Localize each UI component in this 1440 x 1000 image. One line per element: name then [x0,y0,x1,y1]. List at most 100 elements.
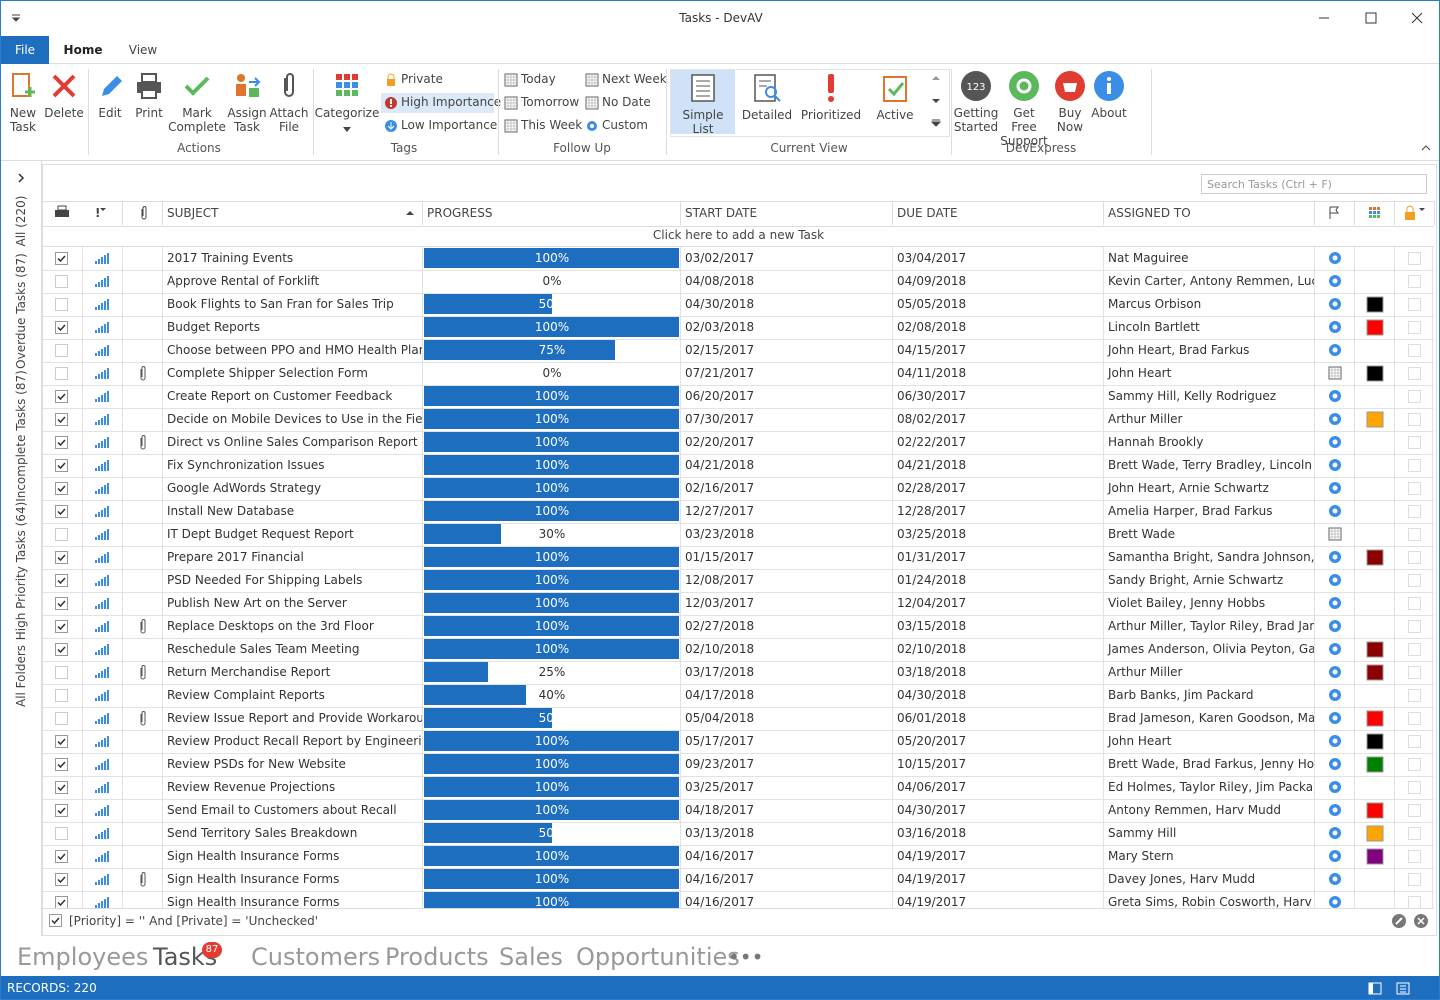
due-date: 04/19/2017 [893,845,1104,868]
progress-label: 100% [423,569,681,592]
filter-buttons[interactable] [1391,913,1431,929]
task-row[interactable]: Sign Health Insurance Forms100%04/16/201… [43,845,1434,869]
priority-icon [83,592,123,615]
status-icon [1315,477,1355,500]
attachment-icon [123,270,163,293]
subject: Fix Synchronization Issues [163,454,423,477]
done-checkbox [43,569,83,592]
module-tab[interactable]: Sales [499,943,563,971]
ribbon-tab[interactable]: View [116,36,170,64]
progress-label: 100% [423,247,681,270]
assigned-to: Violet Bailey, Jenny Hobbs [1104,592,1315,615]
status-icon [1315,339,1355,362]
attachment-icon [123,799,163,822]
due-date: 04/21/2018 [893,454,1104,477]
task-row[interactable]: Sign Health Insurance Forms100%04/16/201… [43,891,1434,908]
task-row[interactable]: Review Complaint Reports40%04/17/201804/… [43,684,1434,708]
progress-label: 100% [423,845,681,868]
progress-label: 100% [423,385,681,408]
due-date: 03/16/2018 [893,822,1104,845]
subject: 2017 Training Events [163,247,423,270]
task-row[interactable]: Review Revenue Projections100%03/25/2017… [43,776,1434,800]
due-date: 03/04/2017 [893,247,1104,270]
task-row[interactable]: Review PSDs for New Website100%09/23/201… [43,753,1434,777]
private-checkbox [1395,638,1433,661]
task-row[interactable]: Replace Desktops on the 3rd Floor100%02/… [43,615,1434,639]
task-row[interactable]: Return Merchandise Report25%03/17/201803… [43,661,1434,685]
task-row[interactable]: Direct vs Online Sales Comparison Report… [43,431,1434,455]
task-row[interactable]: Review Issue Report and Provide Workarou… [43,707,1434,731]
module-tab[interactable]: Products [385,943,489,971]
ribbon-tab[interactable]: File [1,36,49,64]
task-row[interactable]: Reschedule Sales Team Meeting100%02/10/2… [43,638,1434,662]
assigned-to: Sammy Hill [1104,822,1315,845]
task-row[interactable]: Review Product Recall Report by Engineer… [43,730,1434,754]
attachment-icon [123,845,163,868]
attachment-icon [123,500,163,523]
status-icon [1315,822,1355,845]
module-tab[interactable]: Opportunities [576,943,740,971]
filter-text[interactable]: [Priority] = '' And [Private] = 'Uncheck… [69,914,318,928]
done-checkbox [43,753,83,776]
start-date: 12/27/2017 [681,500,893,523]
task-row[interactable]: Decide on Mobile Devices to Use in the F… [43,408,1434,432]
due-date: 12/04/2017 [893,592,1104,615]
more-modules[interactable]: ••• [728,945,763,969]
start-date: 04/30/2018 [681,293,893,316]
subject: Review Issue Report and Provide Workarou… [163,707,423,730]
priority-icon [83,362,123,385]
done-checkbox [43,822,83,845]
start-date: 03/23/2018 [681,523,893,546]
task-row[interactable]: IT Dept Budget Request Report30%03/23/20… [43,523,1434,547]
priority-icon [83,385,123,408]
assigned-to: Brett Wade, Terry Bradley, Lincoln Ba... [1104,454,1315,477]
task-row[interactable]: Prepare 2017 Financial100%01/15/201701/3… [43,546,1434,570]
progress-label: 25% [423,661,681,684]
task-row[interactable]: PSD Needed For Shipping Labels100%12/08/… [43,569,1434,593]
filter-checkbox[interactable] [49,914,63,928]
start-date: 07/21/2017 [681,362,893,385]
view-switch[interactable] [1367,981,1427,997]
assigned-to: John Heart, Arnie Schwartz [1104,477,1315,500]
module-tab[interactable]: Customers [251,943,380,971]
task-row[interactable]: Budget Reports100%02/03/201802/08/2018Li… [43,316,1434,340]
task-row[interactable]: Create Report on Customer Feedback100%06… [43,385,1434,409]
module-tab[interactable]: Employees [17,943,148,971]
start-date: 03/02/2017 [681,247,893,270]
progress-cell: 100% [423,730,681,753]
status-icon [1315,293,1355,316]
task-row[interactable]: 2017 Training Events100%03/02/201703/04/… [43,247,1434,271]
task-row[interactable]: Book Flights to San Fran for Sales Trip5… [43,293,1434,317]
task-row[interactable]: Install New Database100%12/27/201712/28/… [43,500,1434,524]
progress-cell: 100% [423,477,681,500]
start-date: 03/13/2018 [681,822,893,845]
priority-icon [83,316,123,339]
due-date: 02/22/2017 [893,431,1104,454]
task-row[interactable]: Approve Rental of Forklift0%04/08/201804… [43,270,1434,294]
due-date: 01/31/2017 [893,546,1104,569]
task-row[interactable]: Send Email to Customers about Recall100%… [43,799,1434,823]
subject: Budget Reports [163,316,423,339]
task-row[interactable]: Google AdWords Strategy100%02/16/201702/… [43,477,1434,501]
progress-cell: 100% [423,546,681,569]
task-row[interactable]: Choose between PPO and HMO Health Plan75… [43,339,1434,363]
assigned-to: Brett Wade [1104,523,1315,546]
done-checkbox [43,362,83,385]
task-row[interactable]: Complete Shipper Selection Form0%07/21/2… [43,362,1434,386]
private-checkbox [1395,546,1433,569]
priority-icon [83,730,123,753]
ribbon-tab[interactable]: Home [51,36,115,64]
status-icon [1315,569,1355,592]
task-row[interactable]: Publish New Art on the Server100%12/03/2… [43,592,1434,616]
task-row[interactable]: Send Territory Sales Breakdown50%03/13/2… [43,822,1434,846]
task-row[interactable]: Fix Synchronization Issues100%04/21/2018… [43,454,1434,478]
priority-icon [83,891,123,908]
category-color [1355,339,1395,362]
progress-label: 100% [423,753,681,776]
task-row[interactable]: Sign Health Insurance Forms100%04/16/201… [43,868,1434,892]
start-date: 04/16/2017 [681,845,893,868]
attachment-icon [123,661,163,684]
private-checkbox [1395,707,1433,730]
attachment-icon [123,730,163,753]
start-date: 02/10/2018 [681,638,893,661]
